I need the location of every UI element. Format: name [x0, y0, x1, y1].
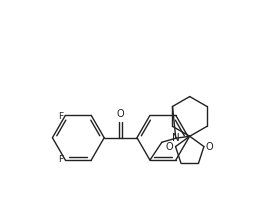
Text: N: N	[172, 133, 180, 143]
Text: F: F	[58, 155, 63, 164]
Text: O: O	[206, 142, 213, 152]
Text: F: F	[58, 112, 63, 121]
Text: O: O	[166, 142, 174, 152]
Text: O: O	[117, 109, 124, 119]
